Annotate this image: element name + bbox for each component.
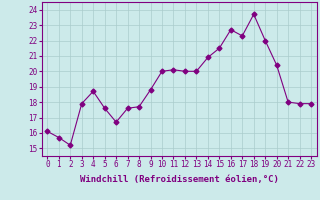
X-axis label: Windchill (Refroidissement éolien,°C): Windchill (Refroidissement éolien,°C) xyxy=(80,175,279,184)
